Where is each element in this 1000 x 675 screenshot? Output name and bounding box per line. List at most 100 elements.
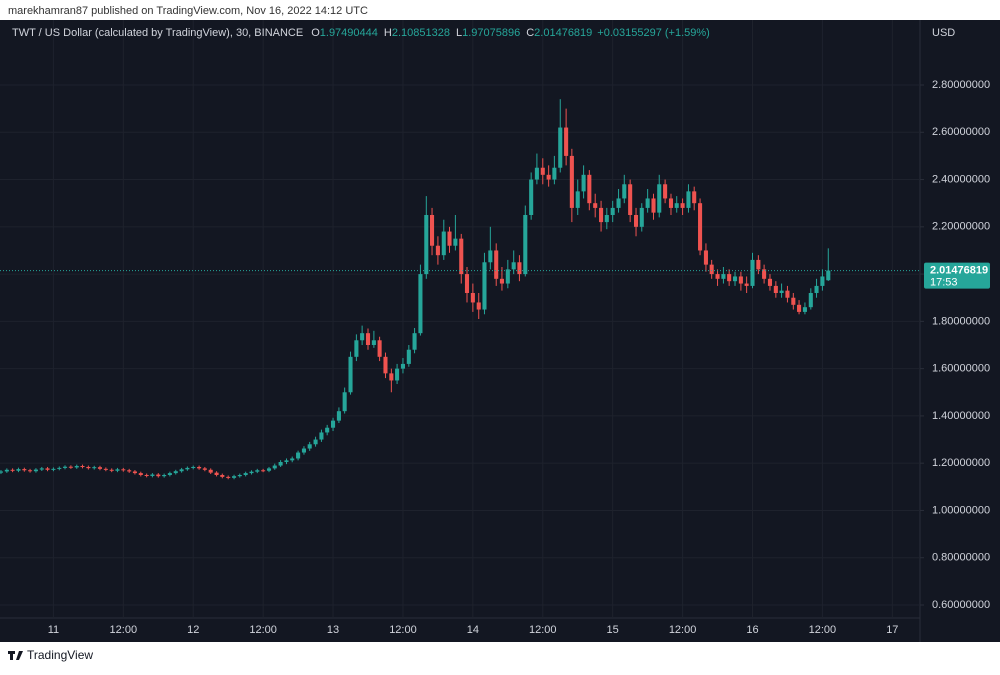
candle-body [307,444,312,449]
candle-body [429,215,435,246]
candle-body [564,127,569,156]
publisher-note: marekhamran87 published on TradingView.c… [8,5,368,17]
candle-body [179,469,184,472]
candle-body [412,333,417,350]
y-tick-label: 1.20000000 [932,457,990,469]
candle-body [383,356,388,374]
y-tick-label: 1.40000000 [932,410,990,422]
candle-body [657,184,662,213]
x-tick-label: 12:00 [809,624,837,636]
candle-body [272,465,277,469]
candle-body [80,466,85,468]
candle-body [599,207,604,223]
candle-body [121,469,126,471]
candle-body [284,460,289,462]
candle-body [249,471,254,474]
candle-body [173,471,178,474]
candle-body [703,250,708,265]
candle-body [552,167,557,180]
plot-background [0,20,1000,642]
candle-body [319,432,324,440]
candle-body [68,466,73,468]
candle-body [4,469,9,472]
candle-body [261,470,266,472]
candle-body [808,293,813,308]
candle-body [668,198,674,208]
ohlc-label: C [526,27,534,39]
candle-body [214,472,219,475]
y-tick-label: 2.60000000 [932,126,990,138]
candle-body [523,215,528,275]
candle-body [750,259,755,286]
ohlc-value: 2.10851328 [392,27,450,39]
x-tick-label: 16 [746,624,758,636]
y-tick-label: 0.60000000 [932,599,990,611]
candle-body [97,467,103,469]
candle-body [698,203,703,251]
candle-body [814,285,819,293]
x-tick-label: 15 [607,624,619,636]
candle-body [464,274,470,293]
candle-body [255,470,260,472]
y-tick-label: 1.60000000 [932,363,990,375]
candle-body [802,307,807,312]
candle-body [185,467,190,470]
candle-body [342,392,347,412]
candle-body [546,174,551,180]
candle-body [639,207,644,227]
plot-layer: 0.60000000 0.80000000 1.00000000 1.20000000… [0,20,990,636]
ohlc-label: O [311,27,320,39]
x-tick-label: 12 [187,624,199,636]
candle-body [365,333,371,345]
candle-body [779,290,784,293]
y-tick-label: 2.40000000 [932,173,990,185]
candle-body [674,203,679,208]
candle-body [296,452,301,459]
x-tick-label: 12:00 [529,624,557,636]
candle-body [226,476,231,478]
candle-body [109,469,114,471]
candle-body [744,283,749,286]
candle-body [709,264,714,275]
candle-body [418,274,423,334]
candle-body [278,462,283,466]
ohlc-value: 1.97075896 [462,27,520,39]
candle-body [74,466,79,468]
candle-body [208,469,213,473]
candle-body [529,179,534,215]
candle-body [767,278,773,286]
candle-body [406,349,411,364]
candle-body [762,269,767,279]
candle-body [424,215,429,275]
candle-body [575,191,580,208]
candle-body [587,174,592,204]
ohlc-label: H [384,27,392,39]
candle-body [266,468,272,471]
x-tick-label: 11 [48,624,59,636]
candle-body [622,184,627,199]
candle-body [715,274,720,279]
candle-body [610,207,615,215]
candle-body [92,467,97,469]
candle-body [651,198,656,213]
candle-body [0,471,4,473]
candle-body [569,155,574,208]
candle-body [435,245,440,256]
candle-body [336,411,341,421]
candle-body [33,469,38,472]
x-tick-label: 17 [886,624,898,636]
candle-body [313,439,318,445]
last-price-badge [924,262,990,289]
candle-body [371,340,376,345]
ohlc-value: 2.01476819 [534,27,592,39]
candle-body [331,420,336,428]
candle-body [628,184,633,215]
candle-body [220,475,225,477]
candle-body [593,203,598,208]
candle-body [756,259,761,270]
candle-body [511,262,516,270]
brand-logo [8,651,23,660]
candle-body [28,470,33,472]
candle-body [57,467,62,469]
candle-body [237,475,242,477]
